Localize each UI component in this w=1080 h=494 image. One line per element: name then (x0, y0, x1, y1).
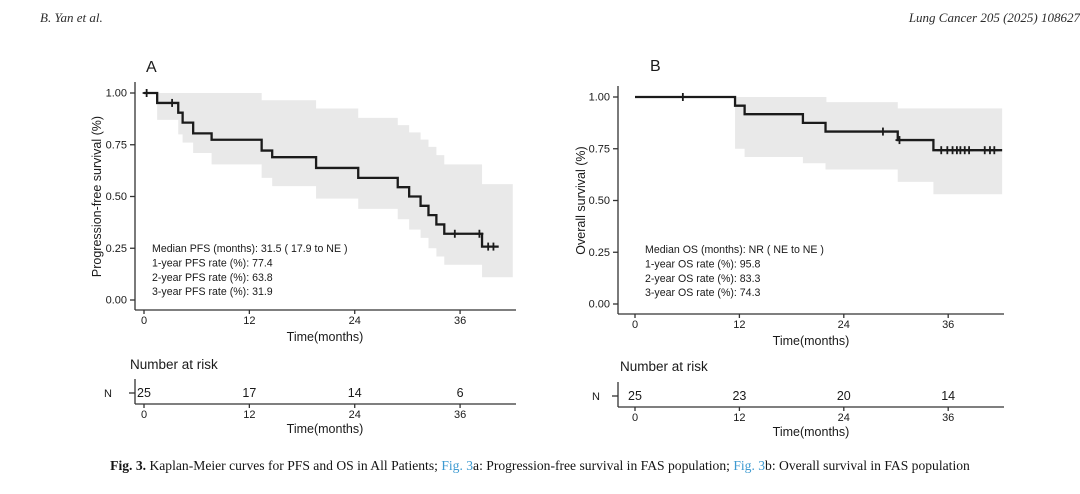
x-tick-label: 12 (243, 315, 255, 327)
y-tick-label: 1.00 (589, 92, 610, 104)
figure-reference-link[interactable]: Fig. 3 (733, 458, 766, 473)
risk-tick-label: 12 (243, 409, 255, 421)
risk-tick-label: 0 (632, 412, 638, 424)
axes (613, 86, 1004, 318)
risk-table: Number at risk N 25 23 20 14 0 12 24 36 Time(month… (592, 359, 1004, 439)
x-tick-label: 36 (942, 319, 954, 331)
risk-count: 20 (837, 389, 851, 403)
y-tick-label: 0.50 (589, 195, 610, 207)
km-panel-B: 0 12 24 36 1.00 0.75 0.50 0.25 0.00 Time(months) O… (574, 58, 1004, 439)
header-authors: B. Yan et al. (40, 10, 103, 25)
y-tick-label: 1.00 (106, 88, 127, 100)
risk-tick-label: 0 (141, 409, 147, 421)
annotation-line: Median OS (months): NR ( NE to NE ) (645, 244, 824, 256)
caption-text: Fig. 3. (110, 458, 147, 473)
risk-count: 14 (348, 386, 362, 400)
x-axis-title: Time(months) (773, 334, 850, 348)
risk-count: 25 (628, 389, 642, 403)
x-tick-label: 24 (349, 315, 361, 327)
kaplan-meier-figure: 0 12 24 36 1.00 0.75 0.50 0.25 0.00 Time(months) P… (90, 58, 1004, 439)
risk-table-title: Number at risk (130, 357, 218, 372)
annotation-line: 1-year OS rate (%): 95.8 (645, 258, 761, 270)
y-tick-label: 0.50 (106, 191, 127, 203)
censor-marks (142, 89, 498, 251)
annotation-line: 3-year PFS rate (%): 31.9 (152, 286, 273, 298)
risk-row-label: N (104, 388, 112, 400)
y-tick-label: 0.75 (589, 143, 610, 155)
annotation-line: 3-year OS rate (%): 74.3 (645, 287, 761, 299)
risk-tick-label: 12 (733, 412, 745, 424)
annotation-line: 2-year OS rate (%): 83.3 (645, 273, 761, 285)
y-axis-title: Progression-free survival (%) (90, 116, 104, 277)
risk-tick-label: 24 (838, 412, 850, 424)
x-tick-label: 12 (733, 319, 745, 331)
x-tick-label: 0 (632, 319, 638, 331)
x-tick-label: 24 (838, 319, 850, 331)
censor-marks (678, 93, 999, 155)
confidence-band (735, 97, 1003, 195)
risk-count: 25 (137, 386, 151, 400)
caption-text: Kaplan-Meier curves for PFS and OS in Al… (146, 458, 442, 473)
page-header: B. Yan et al. Lung Cancer 205 (2025) 108… (40, 10, 1080, 26)
y-tick-label: 0.00 (106, 295, 127, 307)
annotation-line: 2-year PFS rate (%): 63.8 (152, 272, 273, 284)
y-axis-title: Overall survival (%) (574, 146, 588, 254)
caption-text: a: Progression-free survival in FAS popu… (473, 458, 734, 473)
risk-count: 14 (941, 389, 955, 403)
risk-x-axis-title: Time(months) (287, 422, 364, 436)
x-tick-label: 36 (454, 315, 466, 327)
survival-curve (635, 95, 1003, 152)
risk-tick-label: 24 (349, 409, 361, 421)
risk-x-axis-title: Time(months) (773, 425, 850, 439)
survival-curve (144, 91, 499, 248)
y-tick-label: 0.25 (106, 243, 127, 255)
caption-text: b: Overall survival in FAS population (765, 458, 970, 473)
panel-label: B (650, 58, 661, 75)
risk-tick-label: 36 (454, 409, 466, 421)
x-axis-title: Time(months) (287, 330, 364, 344)
y-tick-label: 0.75 (106, 139, 127, 151)
panel-label: A (146, 59, 157, 76)
y-tick-label: 0.25 (589, 247, 610, 259)
figure-reference-link[interactable]: Fig. 3 (441, 458, 474, 473)
risk-count: 23 (732, 389, 746, 403)
risk-table: Number at risk N 25 17 14 6 0 12 24 36 Time(months… (104, 357, 516, 436)
risk-count: 17 (242, 386, 256, 400)
figure-caption: Fig. 3. Kaplan-Meier curves for PFS and … (0, 458, 1080, 474)
risk-tick-label: 36 (942, 412, 954, 424)
axes (130, 82, 516, 314)
x-tick-label: 0 (141, 315, 147, 327)
annotation-line: 1-year PFS rate (%): 77.4 (152, 257, 273, 269)
header-journal-ref: Lung Cancer 205 (2025) 108627 (908, 10, 1080, 25)
km-panel-A: 0 12 24 36 1.00 0.75 0.50 0.25 0.00 Time(months) P… (90, 59, 516, 436)
y-tick-label: 0.00 (589, 299, 610, 311)
risk-table-title: Number at risk (620, 359, 708, 374)
risk-count: 6 (457, 386, 464, 400)
annotation-line: Median PFS (months): 31.5 ( 17.9 to NE ) (152, 243, 347, 255)
risk-row-label: N (592, 391, 600, 403)
